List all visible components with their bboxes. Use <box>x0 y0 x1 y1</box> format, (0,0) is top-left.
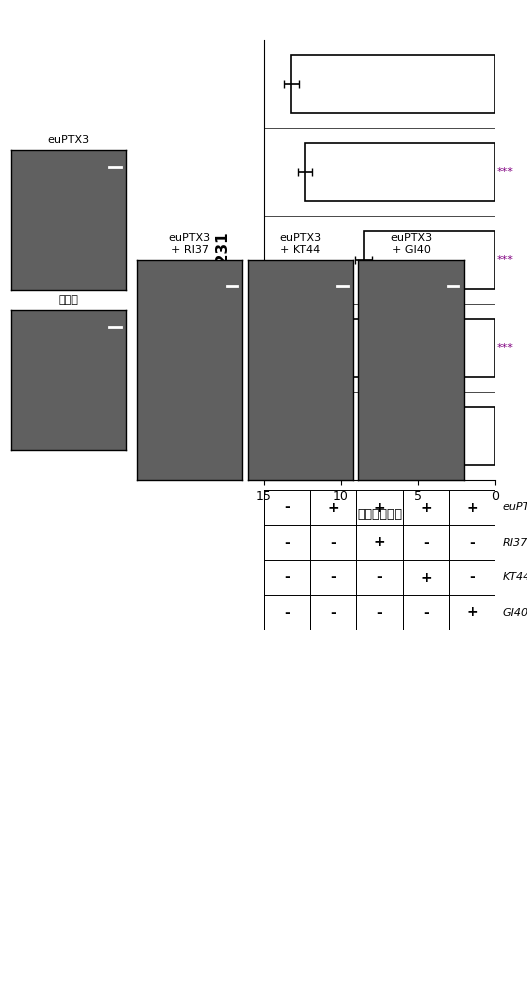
Bar <box>291 55 495 113</box>
Text: -: - <box>330 605 336 619</box>
Text: GI40: GI40 <box>502 607 527 617</box>
Text: -: - <box>284 536 289 550</box>
Text: euPTX3
+ RI37: euPTX3 + RI37 <box>169 233 211 255</box>
Bar <box>437 407 495 465</box>
Text: -: - <box>330 536 336 550</box>
Text: +: + <box>420 500 432 514</box>
Text: -: - <box>470 536 475 550</box>
Text: -: - <box>423 536 428 550</box>
Text: -: - <box>470 570 475 584</box>
Text: -: - <box>330 570 336 584</box>
Text: 对照组: 对照组 <box>58 295 79 305</box>
Text: -: - <box>284 500 289 514</box>
Bar <box>364 231 495 289</box>
Text: ***: *** <box>497 167 514 177</box>
Text: euPTX3: euPTX3 <box>47 135 90 145</box>
Text: -: - <box>284 605 289 619</box>
Text: -: - <box>377 605 382 619</box>
Text: euPTX3: euPTX3 <box>502 502 527 512</box>
Text: -: - <box>284 570 289 584</box>
X-axis label: 癌细胞侵袭数: 癌细胞侵袭数 <box>357 508 402 521</box>
Text: +: + <box>327 500 339 514</box>
Text: -: - <box>423 605 428 619</box>
Text: euPTX3
+ GI40: euPTX3 + GI40 <box>390 233 432 255</box>
Text: euPTX3
+ KT44: euPTX3 + KT44 <box>279 233 321 255</box>
Text: KT44: KT44 <box>502 572 527 582</box>
Bar <box>322 319 495 377</box>
Text: +: + <box>420 570 432 584</box>
Text: +: + <box>374 536 385 550</box>
Text: RI37: RI37 <box>502 538 527 548</box>
Text: +: + <box>466 500 478 514</box>
Text: MB231: MB231 <box>214 231 229 289</box>
Text: -: - <box>377 570 382 584</box>
Text: ***: *** <box>497 343 514 353</box>
Text: +: + <box>374 500 385 514</box>
Text: ***: *** <box>497 255 514 265</box>
Bar <box>305 143 495 201</box>
Text: +: + <box>466 605 478 619</box>
